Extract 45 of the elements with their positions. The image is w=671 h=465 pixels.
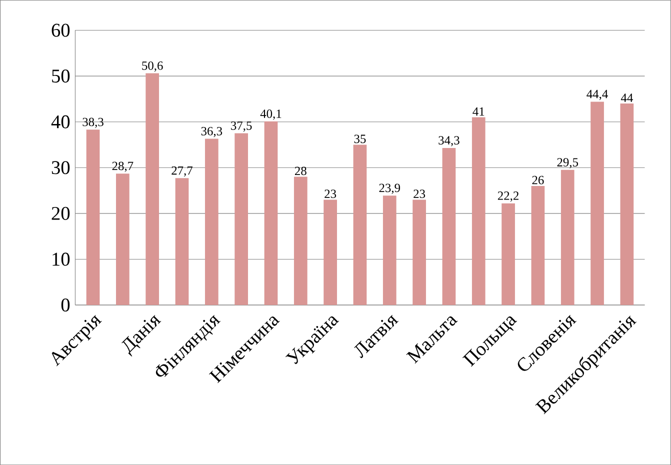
bar: [294, 176, 308, 305]
data-label: 34,3: [438, 136, 460, 146]
bar: [353, 144, 367, 305]
y-tick-label: 60: [52, 24, 70, 37]
bar: [502, 203, 515, 305]
data-label: 41: [472, 107, 484, 116]
data-label: 44: [620, 94, 633, 102]
bar: [560, 170, 574, 305]
bar: [234, 133, 248, 305]
data-label: 23: [414, 190, 426, 198]
bar: [264, 121, 278, 305]
data-label: 37,5: [231, 121, 252, 132]
data-label: 22,2: [498, 191, 518, 202]
bar: [382, 195, 396, 305]
data-label: 27,7: [172, 166, 193, 176]
data-label: 35: [354, 134, 366, 144]
y-tick-label: 40: [51, 115, 70, 128]
y-tick-label: 0: [61, 298, 70, 312]
data-label: 50,6: [142, 61, 163, 72]
data-label: 23,9: [379, 184, 400, 194]
y-tick-label: 10: [52, 252, 70, 266]
y-tick-label: 20: [52, 206, 70, 220]
data-label: 29,5: [557, 158, 578, 168]
data-label: 44,4: [586, 90, 608, 100]
bar: [620, 103, 634, 305]
data-label: 28,7: [112, 162, 134, 172]
bar: [412, 200, 426, 305]
data-label: 38,3: [82, 118, 104, 128]
data-label: 40,1: [260, 109, 282, 120]
bar: [531, 186, 545, 305]
data-label: 36,3: [201, 126, 222, 138]
data-label: 26: [532, 176, 544, 184]
data-label: 23: [324, 190, 336, 198]
bar: [324, 200, 337, 305]
bar: [204, 138, 218, 305]
bar: [86, 130, 100, 305]
bar: [442, 148, 456, 305]
y-tick-label: 30: [52, 161, 70, 174]
y-tick-label: 50: [52, 69, 70, 83]
bar: [116, 174, 130, 305]
bar: [472, 117, 486, 305]
data-label: 28: [294, 166, 306, 176]
bar: [175, 178, 189, 305]
bar: [146, 73, 160, 305]
bar: [590, 102, 604, 305]
